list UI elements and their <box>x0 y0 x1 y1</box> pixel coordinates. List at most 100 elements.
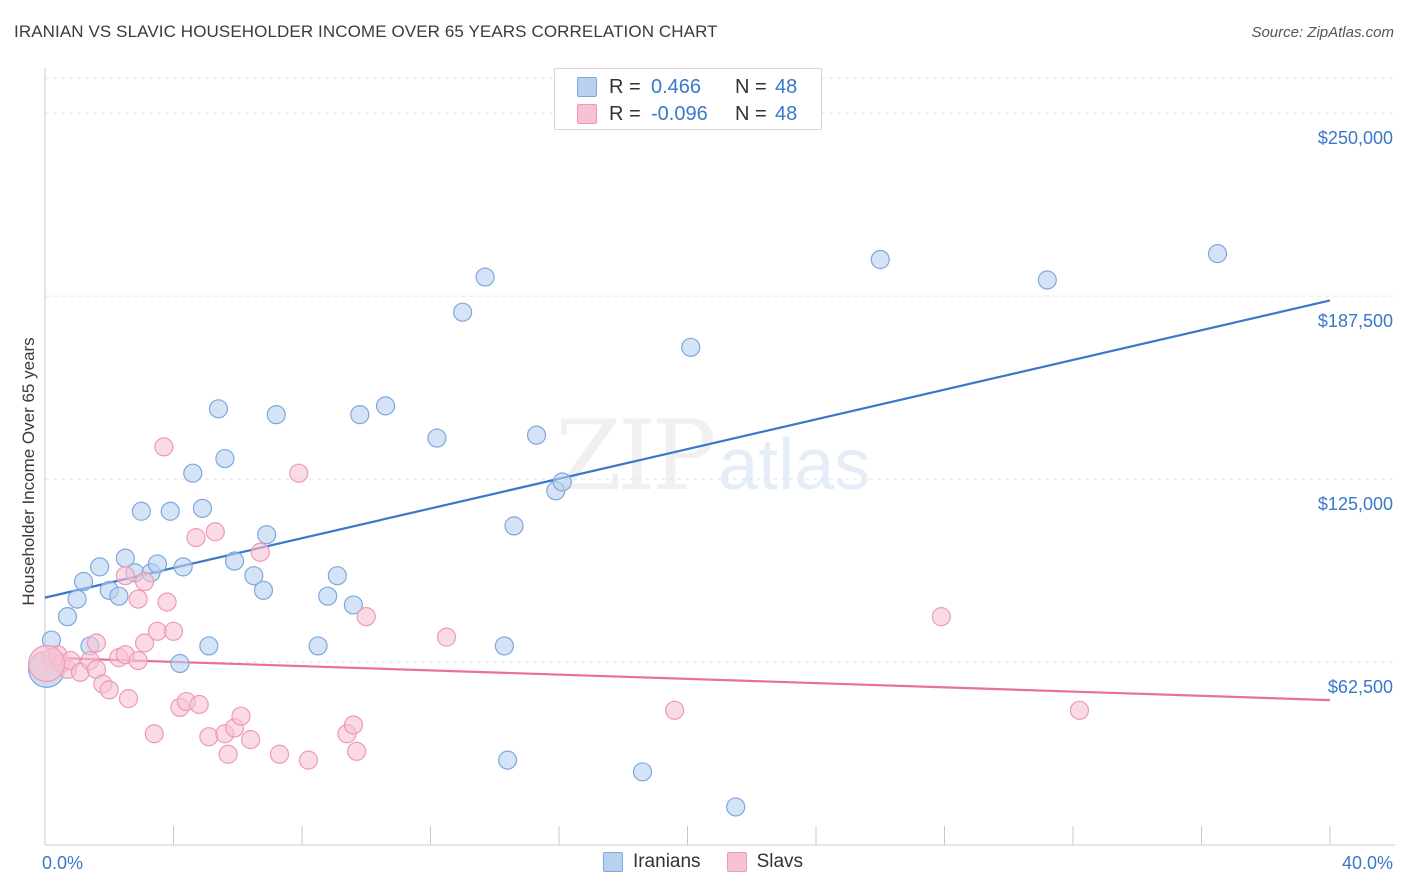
legend-n-label: N = <box>735 102 767 125</box>
iranian-point <box>453 302 473 322</box>
iranian-point <box>498 750 518 770</box>
legend-row-slavs: R = -0.096 N = 48 <box>577 102 797 126</box>
iranian-point <box>90 557 110 577</box>
slav-point <box>147 621 168 641</box>
legend-r-value: -0.096 <box>651 102 708 125</box>
slav-point <box>199 727 219 747</box>
iranian-point <box>257 525 277 545</box>
slav-point <box>347 741 367 761</box>
iranian-point <box>726 797 746 817</box>
iranian-point <box>183 463 203 483</box>
series-swatch-slavs <box>726 852 747 872</box>
iranian-point <box>308 636 328 656</box>
iranian-point <box>57 607 78 627</box>
slav-point <box>289 463 309 483</box>
slav-trend-line <box>44 656 1331 702</box>
iranian-point <box>147 554 168 574</box>
legend-swatch-slavs <box>577 104 597 124</box>
y-axis-title: Householder Income Over 65 years <box>19 337 38 605</box>
legend-n-value: 48 <box>775 102 798 125</box>
slav-point <box>154 437 174 457</box>
slav-point <box>269 744 290 764</box>
x-tick-label-left: 0.0% <box>42 853 83 873</box>
iranian-point <box>131 501 151 521</box>
iranian-point <box>494 636 514 656</box>
slav-point <box>250 542 270 562</box>
slav-point <box>665 700 685 720</box>
slav-point <box>186 528 206 548</box>
slav-point <box>298 750 319 770</box>
iranian-point <box>109 586 129 606</box>
iranian-point <box>266 405 286 425</box>
iranian-point <box>504 516 524 536</box>
series-swatch-iranians <box>602 852 623 872</box>
legend-swatch-iranians <box>577 77 597 97</box>
legend-n-label: N = <box>735 75 767 98</box>
iranian-point <box>327 566 347 586</box>
series-legend: Iranians Slavs <box>0 851 1406 873</box>
iranian-point <box>552 472 572 492</box>
slav-point <box>157 592 177 612</box>
slav-point <box>118 689 139 709</box>
slav-point <box>134 633 155 653</box>
slav-point <box>1069 700 1090 720</box>
slav-point <box>931 607 951 627</box>
slav-point <box>115 566 135 586</box>
legend-row-iranians: R = 0.466 N = 48 <box>577 75 797 99</box>
iranian-point <box>160 501 180 521</box>
iranian-point <box>375 396 396 416</box>
points-layer <box>28 244 1228 817</box>
legend-r-value: 0.466 <box>651 75 702 98</box>
label-layer: $62,500 $125,000 $187,500 $250,000 0.0% 40.0%… <box>19 128 1393 873</box>
iranian-point <box>681 337 701 357</box>
y-tick-label: $125,000 <box>1318 494 1393 514</box>
iranian-point <box>475 267 495 287</box>
y-tick-label: $187,500 <box>1318 311 1393 331</box>
iranian-point <box>224 551 245 571</box>
slav-point <box>134 571 155 592</box>
iranian-point <box>199 636 219 656</box>
iranian-point <box>215 448 235 469</box>
iranian-point <box>1207 244 1228 264</box>
slav-point <box>231 706 251 726</box>
axis-layer <box>44 68 1395 846</box>
iranian-point <box>253 580 274 600</box>
legend-n-value: 48 <box>775 75 798 98</box>
slav-point <box>436 627 457 647</box>
iranian-point <box>526 425 547 445</box>
slav-point <box>128 589 148 609</box>
trend-layer <box>44 299 1331 702</box>
iranian-point <box>343 595 363 615</box>
iranian-point <box>67 589 87 609</box>
x-tick-label-right: 40.0% <box>1342 853 1393 873</box>
series-label-iranians: Iranians <box>632 851 701 872</box>
iranian-point <box>73 571 94 592</box>
slav-point <box>205 522 225 542</box>
iranian-point <box>1037 270 1057 290</box>
slav-point <box>28 644 66 683</box>
series-legend-iranians[interactable]: Iranians <box>602 851 701 873</box>
slav-point <box>163 621 184 641</box>
series-legend-slavs[interactable]: Slavs <box>726 851 803 873</box>
y-tick-label: $250,000 <box>1318 128 1393 148</box>
chart-title: IRANIAN VS SLAVIC HOUSEHOLDER INCOME OVE… <box>14 22 718 41</box>
slav-point <box>189 694 209 715</box>
iranian-point <box>170 653 190 674</box>
iranian-point <box>350 405 370 425</box>
slav-point <box>343 715 363 735</box>
iranian-point <box>632 762 653 782</box>
slav-point <box>99 680 119 700</box>
chart-source: Source: ZipAtlas.com <box>1251 24 1394 41</box>
legend-r-label: R = <box>609 75 641 98</box>
slav-point <box>86 633 107 653</box>
slav-point <box>218 744 238 764</box>
slav-point <box>144 724 164 744</box>
correlation-legend: R = 0.466 N = 48 R = -0.096 N = 48 <box>554 68 822 130</box>
iranian-point <box>208 399 229 419</box>
slav-point <box>241 730 261 750</box>
iranian-point <box>244 566 264 586</box>
iranian-point <box>870 249 890 270</box>
iranian-point <box>318 586 338 606</box>
